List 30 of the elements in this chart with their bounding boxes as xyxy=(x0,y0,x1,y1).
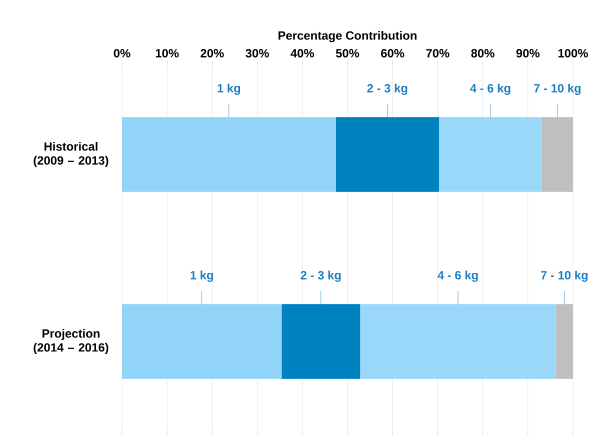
text: 4 - 6 kg xyxy=(438,270,478,282)
x-tick-label: 60% xyxy=(381,48,404,58)
y-tick-label: Projection (2014 – 2016) xyxy=(34,328,108,354)
x-tick-label: 0% xyxy=(114,48,130,58)
bar xyxy=(542,117,573,192)
bar xyxy=(122,117,336,192)
series-label: 4 - 6 kg xyxy=(470,84,510,95)
series-label: 2 - 3 kg xyxy=(367,84,408,95)
series-label: 7 - 10 kg xyxy=(534,84,581,95)
text: 7 - 10 kg xyxy=(541,270,588,282)
bar xyxy=(122,304,282,379)
x-tick-label: 80% xyxy=(471,48,494,58)
bar xyxy=(556,304,573,379)
series-label: 1 kg xyxy=(218,84,240,95)
bar xyxy=(439,117,542,192)
bar xyxy=(360,304,556,379)
text: 1 kg xyxy=(190,270,213,282)
bar xyxy=(336,117,440,192)
y-tick-label: Historical (2009 – 2013) xyxy=(34,142,108,167)
x-axis-title: Percentage Contribution xyxy=(278,30,416,42)
text: 2 - 3 kg xyxy=(300,270,341,282)
x-tick-label: 100% xyxy=(558,48,588,58)
x-tick-label: 50% xyxy=(336,48,360,58)
x-tick-label: 90% xyxy=(516,48,540,58)
x-tick-label: 30% xyxy=(246,48,269,58)
x-tick-label: 10% xyxy=(156,48,179,58)
x-tick-label: 40% xyxy=(290,48,314,58)
x-tick-label: 70% xyxy=(426,48,450,58)
bar xyxy=(282,304,360,379)
x-tick-label: 20% xyxy=(200,48,224,58)
